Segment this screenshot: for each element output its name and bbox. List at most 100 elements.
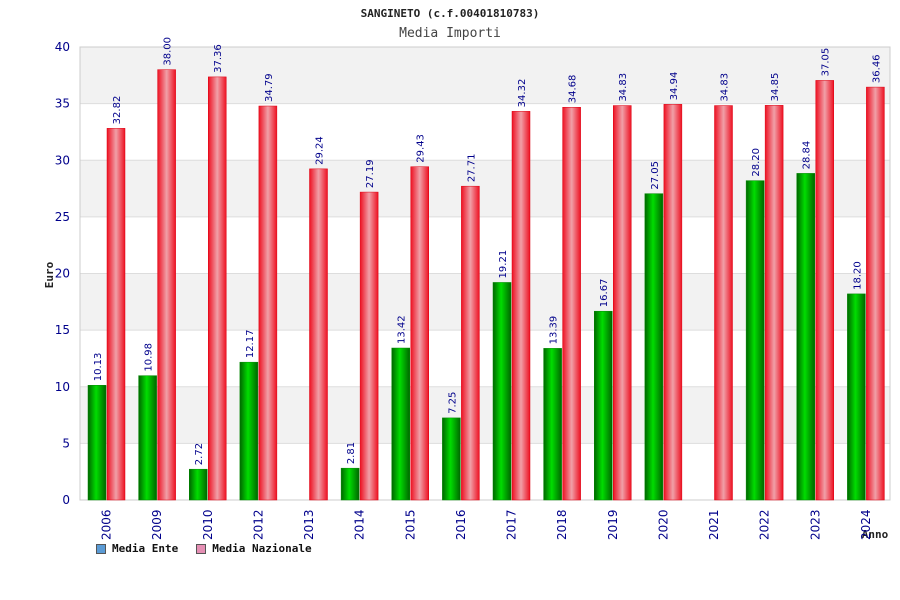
- data-label: 28.84: [802, 141, 813, 170]
- data-label: 34.94: [669, 72, 680, 101]
- data-label: 37.36: [213, 44, 224, 73]
- data-label: 27.05: [650, 161, 661, 190]
- x-tick-label: 2014: [353, 509, 367, 540]
- data-label: 37.05: [821, 48, 832, 77]
- legend: Media Ente Media Nazionale: [96, 542, 312, 555]
- data-label: 32.82: [112, 96, 123, 125]
- x-tick-label: 2021: [707, 509, 721, 540]
- legend-item-nazionale[interactable]: Media Nazionale: [196, 542, 312, 555]
- legend-swatch-nazionale: [196, 543, 207, 554]
- x-tick-label: 2015: [403, 509, 417, 540]
- bar-media-nazionale: [461, 185, 480, 501]
- x-tick-label: 2006: [100, 509, 114, 540]
- plot-area: [79, 46, 891, 501]
- data-label: 10.13: [93, 353, 104, 382]
- data-label: 19.21: [498, 250, 509, 279]
- bar-media-nazionale: [613, 105, 632, 501]
- x-tick-label: 2023: [808, 509, 822, 540]
- data-label: 29.24: [315, 136, 326, 165]
- x-tick-label: 2017: [505, 509, 519, 540]
- data-label: 10.98: [144, 343, 155, 372]
- y-tick-label: 40: [55, 40, 70, 54]
- bar-media-ente: [391, 347, 410, 501]
- data-label: 34.32: [517, 79, 528, 108]
- bar-media-nazionale: [663, 104, 683, 501]
- bar-media-ente: [847, 293, 866, 501]
- data-label: 38.00: [163, 37, 174, 66]
- data-label: 13.39: [549, 316, 560, 345]
- bar-media-nazionale: [562, 106, 581, 501]
- bar-media-ente: [745, 180, 765, 501]
- data-label: 2.81: [346, 442, 357, 464]
- data-label: 34.68: [568, 75, 579, 104]
- legend-swatch-ente: [96, 543, 106, 554]
- x-tick-label: 2022: [758, 509, 772, 540]
- x-axis-label: Anno: [862, 528, 889, 541]
- y-tick-label: 10: [55, 380, 70, 394]
- bar-media-ente: [442, 417, 461, 501]
- data-label: 34.83: [618, 73, 629, 102]
- bar-media-ente: [189, 468, 208, 501]
- x-tick-label: 2018: [555, 509, 569, 540]
- chart-subtitle: Media Importi: [399, 26, 501, 41]
- bars: [87, 69, 885, 501]
- y-tick-label: 0: [62, 493, 70, 507]
- bar-media-nazionale: [511, 111, 531, 501]
- data-label: 34.83: [720, 73, 731, 102]
- bar-media-nazionale: [157, 69, 176, 501]
- data-label: 28.20: [751, 148, 762, 177]
- bar-media-nazionale: [309, 168, 328, 501]
- y-tick-label: 20: [55, 267, 70, 281]
- bar-media-nazionale: [410, 166, 429, 501]
- data-label: 34.79: [264, 73, 275, 102]
- data-label: 29.43: [416, 134, 427, 163]
- bar-media-ente: [594, 310, 613, 501]
- x-tick-label: 2010: [201, 509, 215, 540]
- bar-media-ente: [87, 385, 107, 501]
- data-label: 13.42: [397, 315, 408, 344]
- bar-media-ente: [340, 467, 360, 501]
- y-axis-ticks: 0 5 10 15 20 25 30 35 40: [55, 40, 70, 507]
- x-tick-label: 2024: [859, 509, 873, 540]
- data-label: 16.67: [599, 279, 610, 308]
- y-tick-label: 15: [55, 323, 70, 337]
- bar-media-nazionale: [359, 191, 379, 501]
- bar-media-nazionale: [815, 80, 834, 501]
- bar-media-ente: [492, 282, 512, 501]
- x-axis-ticks: 2006 2009 2010 2012 2013 2014 2015 2016 2017 2018…: [100, 509, 873, 540]
- bar-media-ente: [239, 361, 259, 501]
- data-label: 27.19: [365, 159, 376, 188]
- bar-media-ente: [138, 375, 157, 501]
- data-label: 18.20: [852, 261, 863, 290]
- y-tick-label: 5: [62, 436, 70, 450]
- data-labels: 10.13 32.82 10.98 38.00 2.72 37.36 12.17 34.79 2…: [93, 37, 882, 465]
- data-label: 7.25: [447, 392, 458, 414]
- bar-media-nazionale: [106, 128, 126, 501]
- data-label: 36.46: [871, 54, 882, 83]
- y-tick-label: 25: [55, 210, 70, 224]
- bar-media-ente: [644, 193, 664, 501]
- grid-band: [80, 47, 890, 104]
- legend-label-nazionale: Media Nazionale: [212, 542, 312, 555]
- bar-media-nazionale: [866, 86, 885, 501]
- data-label: 2.72: [194, 443, 205, 465]
- chart-title: SANGINETO (c.f.00401810783): [361, 7, 540, 20]
- y-axis-label: Euro: [43, 261, 56, 288]
- data-label: 27.71: [466, 154, 477, 183]
- bar-media-nazionale: [714, 105, 733, 501]
- bar-media-nazionale: [764, 105, 784, 501]
- y-tick-label: 30: [55, 153, 70, 167]
- x-tick-label: 2009: [150, 509, 164, 540]
- y-tick-label: 35: [55, 97, 70, 111]
- data-label: 12.17: [245, 330, 256, 359]
- bar-media-nazionale: [258, 105, 278, 501]
- x-tick-label: 2012: [251, 509, 265, 540]
- x-tick-label: 2016: [454, 509, 468, 540]
- x-tick-label: 2020: [656, 509, 670, 540]
- bar-media-nazionale: [208, 76, 227, 501]
- legend-label-ente: Media Ente: [112, 542, 179, 555]
- legend-item-ente[interactable]: Media Ente: [96, 542, 178, 555]
- bar-media-ente: [543, 348, 562, 501]
- x-tick-label: 2019: [606, 509, 620, 540]
